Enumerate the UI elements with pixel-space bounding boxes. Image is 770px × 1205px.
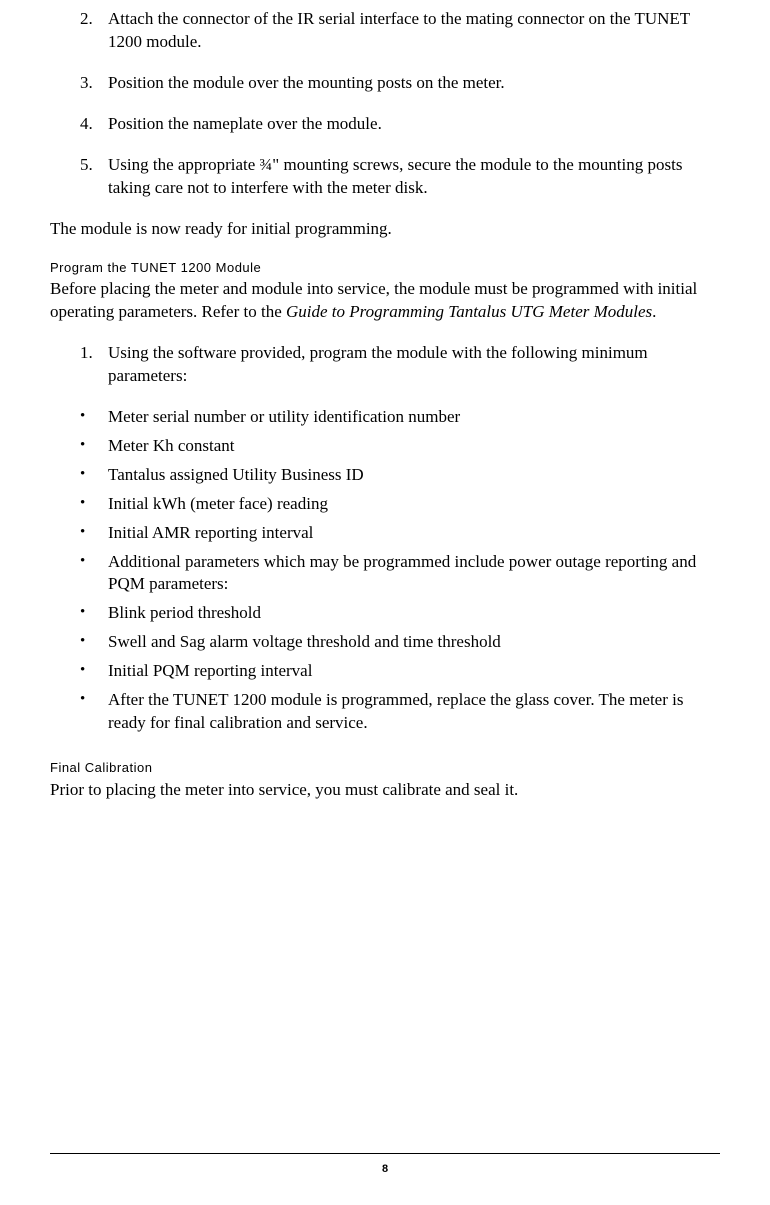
bullet-item: • Additional parameters which may be pro… [50, 551, 720, 597]
list-item: 3. Position the module over the mounting… [50, 72, 720, 95]
calibration-paragraph: Prior to placing the meter into service,… [50, 779, 720, 802]
list-item: 2. Attach the connector of the IR serial… [50, 8, 720, 54]
page-number: 8 [0, 1162, 770, 1177]
bullet-item: • Initial AMR reporting interval [50, 522, 720, 545]
bullet-text: Swell and Sag alarm voltage threshold an… [108, 631, 720, 654]
numbered-list-a: 2. Attach the connector of the IR serial… [50, 8, 720, 200]
bullet-item: • Tantalus assigned Utility Business ID [50, 464, 720, 487]
bullet-item: • Swell and Sag alarm voltage threshold … [50, 631, 720, 654]
list-item: 5. Using the appropriate ¾" mounting scr… [50, 154, 720, 200]
list-text: Using the appropriate ¾" mounting screws… [108, 154, 720, 200]
list-number: 3. [80, 72, 108, 95]
list-number: 2. [80, 8, 108, 54]
spacer [50, 741, 720, 753]
bullet-icon: • [80, 493, 108, 516]
bullet-item: • Initial kWh (meter face) reading [50, 493, 720, 516]
bullet-icon: • [80, 602, 108, 625]
list-text: Attach the connector of the IR serial in… [108, 8, 720, 54]
numbered-list-b: 1. Using the software provided, program … [50, 342, 720, 388]
bullet-icon: • [80, 631, 108, 654]
bullet-text: Blink period threshold [108, 602, 720, 625]
bullet-icon: • [80, 689, 108, 735]
list-item: 4. Position the nameplate over the modul… [50, 113, 720, 136]
bullet-icon: • [80, 406, 108, 429]
bullet-text: Initial AMR reporting interval [108, 522, 720, 545]
intro-text-italic: Guide to Programming Tantalus UTG Meter … [286, 302, 652, 321]
bullet-item: • Blink period threshold [50, 602, 720, 625]
bullet-item: • After the TUNET 1200 module is program… [50, 689, 720, 735]
bullet-text: Tantalus assigned Utility Business ID [108, 464, 720, 487]
bullet-icon: • [80, 464, 108, 487]
section-heading-calibration: Final Calibration [50, 759, 720, 777]
bulleted-list: • Meter serial number or utility identif… [50, 406, 720, 735]
bullet-item: • Meter serial number or utility identif… [50, 406, 720, 429]
list-number: 5. [80, 154, 108, 200]
footer-divider [50, 1153, 720, 1154]
page-footer: 8 [0, 1153, 770, 1177]
bullet-icon: • [80, 435, 108, 458]
intro-text-after: . [652, 302, 656, 321]
bullet-icon: • [80, 660, 108, 683]
ready-paragraph: The module is now ready for initial prog… [50, 218, 720, 241]
bullet-item: • Meter Kh constant [50, 435, 720, 458]
list-item: 1. Using the software provided, program … [50, 342, 720, 388]
list-number: 1. [80, 342, 108, 388]
bullet-text: Meter Kh constant [108, 435, 720, 458]
bullet-icon: • [80, 522, 108, 545]
bullet-text: Additional parameters which may be progr… [108, 551, 720, 597]
bullet-text: Initial PQM reporting interval [108, 660, 720, 683]
list-number: 4. [80, 113, 108, 136]
section-heading-program: Program the TUNET 1200 Module [50, 259, 720, 277]
bullet-icon: • [80, 551, 108, 597]
bullet-text: After the TUNET 1200 module is programme… [108, 689, 720, 735]
bullet-item: • Initial PQM reporting interval [50, 660, 720, 683]
bullet-text: Meter serial number or utility identific… [108, 406, 720, 429]
page-content: 2. Attach the connector of the IR serial… [50, 8, 720, 802]
bullet-text: Initial kWh (meter face) reading [108, 493, 720, 516]
list-text: Position the module over the mounting po… [108, 72, 720, 95]
list-text: Position the nameplate over the module. [108, 113, 720, 136]
section-intro-paragraph: Before placing the meter and module into… [50, 278, 720, 324]
list-text: Using the software provided, program the… [108, 342, 720, 388]
